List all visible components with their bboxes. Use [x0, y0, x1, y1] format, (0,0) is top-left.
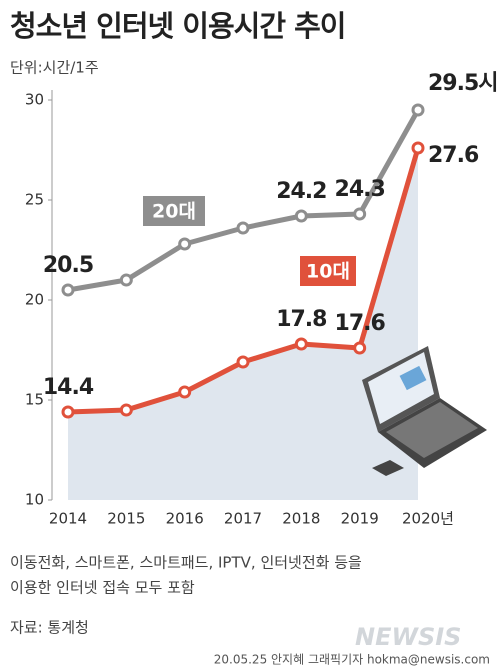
- legend-box: [143, 196, 205, 226]
- point: [178, 237, 192, 251]
- y-tick-label: 10: [25, 491, 44, 509]
- watermark: NEWSIS: [355, 623, 461, 651]
- y-tick-label: 25: [25, 191, 44, 209]
- note: 이용한 인터넷 접속 모두 포함: [10, 579, 195, 597]
- note: 이동전화, 스마트폰, 스마트패드, IPTV, 인터넷전화 등을: [10, 554, 362, 572]
- value-label: 20.5: [43, 253, 93, 278]
- x-tick-label: 2017: [224, 510, 262, 528]
- point: [119, 403, 133, 417]
- point: [411, 103, 425, 117]
- chart-title: 청소년 인터넷 이용시간 추이: [10, 9, 345, 43]
- point: [294, 209, 308, 223]
- point: [294, 337, 308, 351]
- point: [61, 283, 75, 297]
- x-tick-label: 2018: [282, 510, 320, 528]
- x-tick-label: 2015: [107, 510, 145, 528]
- value-label: 17.8: [276, 307, 326, 332]
- y-tick-label: 15: [25, 391, 44, 409]
- value-label: 17.6: [335, 311, 386, 336]
- point: [353, 341, 367, 355]
- laptop-illustration: [362, 346, 487, 476]
- point: [61, 405, 75, 419]
- x-tick-label: 2019: [341, 510, 379, 528]
- point: [119, 273, 133, 287]
- legend-box: [300, 256, 356, 286]
- value-label: 14.4: [43, 375, 94, 400]
- value-label: 24.3: [335, 177, 385, 202]
- y-tick-label: 30: [25, 91, 44, 109]
- y-tick-label: 20: [25, 291, 44, 309]
- value-label: 24.2: [276, 179, 326, 204]
- legend-label: 10대: [306, 261, 350, 283]
- plot: 10 15 20 25 30 2014 2015 2016 2017 2018 2019 2020년 2…: [25, 71, 497, 528]
- point: [411, 141, 425, 155]
- point: [353, 207, 367, 221]
- area: [68, 148, 418, 500]
- value-label: 29.5시간: [428, 71, 497, 96]
- x-tick-label: 2016: [166, 510, 204, 528]
- x-tick-label: 2014: [49, 510, 87, 528]
- value-label: 27.6: [428, 143, 479, 168]
- point: [236, 221, 250, 235]
- credit: 20.05.25 안지혜 그래픽기자 hokma@newsis.com: [214, 653, 490, 667]
- chart-subtitle: 단위:시간/1주: [10, 59, 99, 77]
- point: [178, 385, 192, 399]
- source: 자료: 통계청: [10, 619, 89, 637]
- legend-label: 20대: [152, 201, 196, 223]
- point: [236, 355, 250, 369]
- x-tick-label: 2020년: [402, 510, 454, 528]
